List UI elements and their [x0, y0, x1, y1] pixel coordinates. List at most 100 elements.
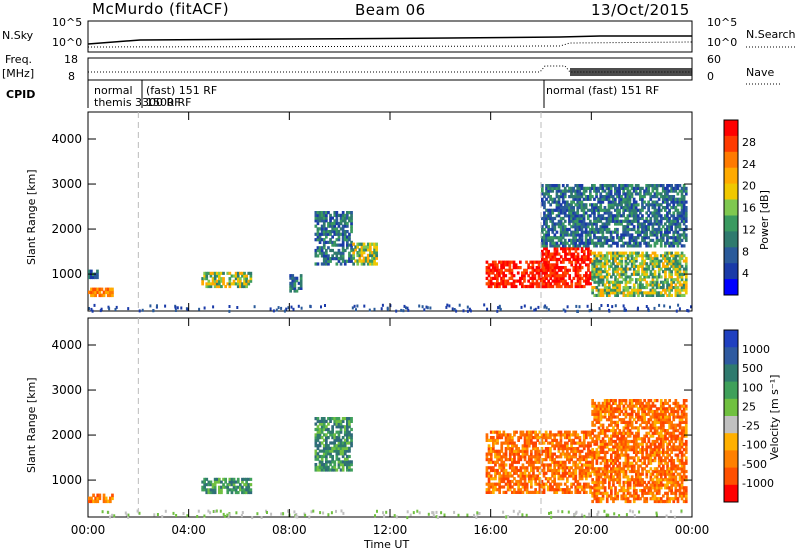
data-cell	[591, 448, 594, 452]
data-cell	[492, 436, 495, 440]
data-cell	[563, 227, 567, 232]
data-cell	[570, 449, 573, 453]
data-cell	[659, 291, 663, 295]
data-cell	[209, 282, 213, 286]
data-cell	[325, 436, 328, 440]
data-cell	[337, 452, 341, 456]
data-cell	[603, 453, 607, 457]
data-cell	[329, 248, 332, 253]
data-cell	[645, 407, 649, 411]
data-cell	[346, 422, 349, 426]
data-cell	[578, 216, 582, 221]
data-cell	[527, 263, 530, 267]
data-cell	[92, 275, 95, 280]
data-cell	[572, 186, 575, 190]
data-cell	[519, 433, 523, 437]
data-cell	[591, 184, 594, 188]
data-cell	[527, 430, 531, 434]
data-cell	[684, 236, 688, 240]
data-cell	[618, 197, 621, 201]
data-cell	[540, 436, 544, 440]
data-cell	[674, 293, 678, 297]
data-cell	[634, 244, 638, 248]
data-cell	[535, 284, 539, 289]
data-cell	[141, 308, 144, 312]
data-cell	[630, 431, 634, 435]
data-cell	[553, 438, 556, 442]
data-cell	[369, 251, 372, 255]
data-cell	[637, 409, 640, 414]
data-cell	[651, 412, 655, 416]
data-cell	[605, 211, 609, 215]
data-cell	[634, 189, 638, 193]
data-cell	[339, 446, 343, 450]
data-cell	[641, 222, 644, 226]
data-cell	[243, 282, 246, 286]
data-cell	[521, 471, 525, 475]
data-cell	[207, 285, 211, 289]
data-cell	[597, 437, 601, 441]
data-cell	[607, 230, 611, 234]
data-cell	[608, 442, 611, 446]
data-cell	[585, 436, 588, 440]
data-cell	[586, 208, 590, 212]
data-cell	[684, 278, 688, 282]
data-cell	[657, 230, 661, 234]
data-cell	[496, 471, 499, 475]
data-cell	[498, 471, 501, 475]
data-cell	[570, 206, 573, 210]
data-cell	[578, 192, 582, 196]
data-cell	[599, 251, 603, 255]
data-cell	[500, 268, 503, 272]
data-cell	[664, 472, 667, 476]
data-cell	[511, 468, 514, 473]
data-cell	[666, 464, 669, 468]
data-cell	[616, 203, 619, 207]
data-cell	[337, 224, 341, 228]
data-cell	[605, 293, 609, 297]
data-cell	[678, 211, 682, 215]
data-cell	[331, 425, 334, 429]
data-cell	[348, 419, 351, 423]
data-cell	[519, 468, 523, 473]
data-cell	[614, 270, 617, 274]
data-cell	[239, 488, 242, 492]
data-cell	[566, 208, 569, 212]
data-cell	[93, 303, 96, 307]
data-cell	[678, 189, 682, 193]
data-cell	[346, 457, 349, 461]
data-cell	[563, 203, 567, 207]
data-cell	[111, 290, 114, 295]
data-cell	[314, 433, 318, 437]
data-cell	[676, 254, 680, 258]
data-cell	[519, 430, 523, 434]
data-cell	[674, 238, 678, 242]
cpid-entry: 1500 RF	[146, 96, 192, 109]
data-cell	[632, 206, 636, 210]
data-cell	[630, 461, 634, 465]
data-cell	[595, 415, 599, 419]
data-cell	[649, 450, 653, 454]
data-cell	[549, 238, 552, 242]
data-cell	[657, 283, 661, 287]
data-cell	[655, 472, 659, 476]
data-cell	[553, 249, 557, 253]
data-cell	[605, 219, 609, 223]
data-cell	[626, 456, 630, 460]
data-cell	[498, 268, 501, 272]
data-cell	[674, 236, 678, 240]
data-cell	[612, 283, 615, 287]
data-cell	[632, 225, 636, 229]
data-cell	[661, 206, 665, 210]
data-cell	[653, 186, 657, 190]
data-cell	[568, 222, 571, 226]
data-cell	[616, 189, 619, 193]
data-cell	[249, 488, 253, 492]
data-cell	[686, 309, 689, 312]
data-cell	[645, 256, 649, 260]
data-cell	[539, 276, 543, 280]
data-cell	[555, 276, 559, 280]
data-cell	[504, 482, 508, 486]
data-cell	[529, 266, 533, 270]
data-cell	[561, 197, 565, 201]
